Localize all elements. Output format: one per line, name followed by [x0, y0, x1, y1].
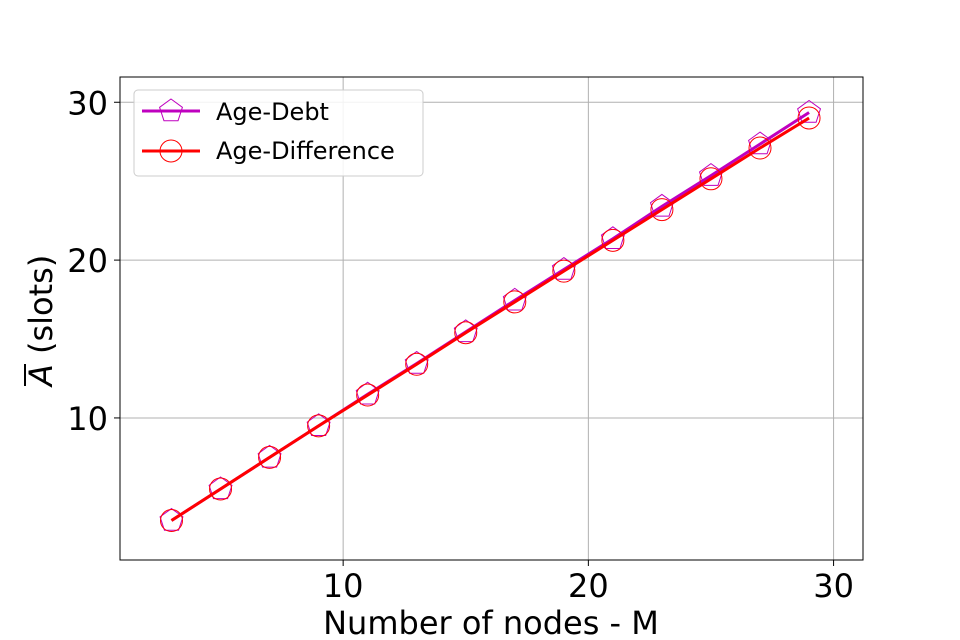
data-point-circle	[650, 198, 674, 222]
y-axis-unit: (slots)	[22, 255, 60, 354]
y-tick-label: 30	[67, 84, 108, 122]
data-point-circle	[356, 383, 380, 407]
series-line	[170, 116, 810, 522]
legend-entry-age-difference: Age-Difference	[142, 137, 395, 165]
plot-frame	[119, 76, 864, 561]
x-axis-label: Number of nodes - M	[323, 604, 659, 640]
data-point-circle	[307, 414, 331, 438]
series-age-difference	[159, 106, 821, 533]
data-point-circle	[209, 477, 233, 501]
y-tick-label: 10	[67, 400, 108, 438]
axis-ticks: 10 20 30 10 20 30	[67, 84, 854, 605]
y-tick-label: 20	[67, 242, 108, 280]
legend-pentagon-marker	[159, 98, 183, 122]
data-point-circle	[748, 136, 772, 160]
x-tick-label: 10	[323, 567, 364, 605]
data-point-circle	[503, 290, 527, 314]
series-layer	[159, 99, 822, 533]
data-point-circle	[258, 445, 282, 469]
data-point-pentagon	[649, 193, 674, 217]
x-tick-label: 20	[568, 567, 609, 605]
legend-label-age-difference: Age-Difference	[216, 137, 395, 165]
data-point-circle	[405, 352, 429, 376]
data-point-pentagon	[748, 131, 773, 155]
data-point-circle	[159, 509, 183, 533]
legend-entry-age-debt: Age-Debt	[142, 98, 329, 126]
y-axis-label: A (slots)	[22, 255, 60, 388]
data-point-circle	[552, 259, 576, 283]
data-point-circle	[699, 167, 723, 191]
data-point-circle	[454, 321, 478, 345]
x-tick-label: 30	[813, 567, 854, 605]
legend-circle-marker	[159, 139, 183, 163]
data-point-pentagon	[698, 163, 723, 186]
data-point-circle	[601, 228, 625, 252]
legend: Age-Debt Age-Difference	[133, 89, 424, 177]
legend-label-age-debt: Age-Debt	[216, 98, 329, 126]
data-point-pentagon	[797, 99, 822, 123]
y-axis-symbol: A	[22, 364, 60, 388]
legend-box	[133, 89, 424, 177]
data-point-circle	[797, 106, 821, 130]
